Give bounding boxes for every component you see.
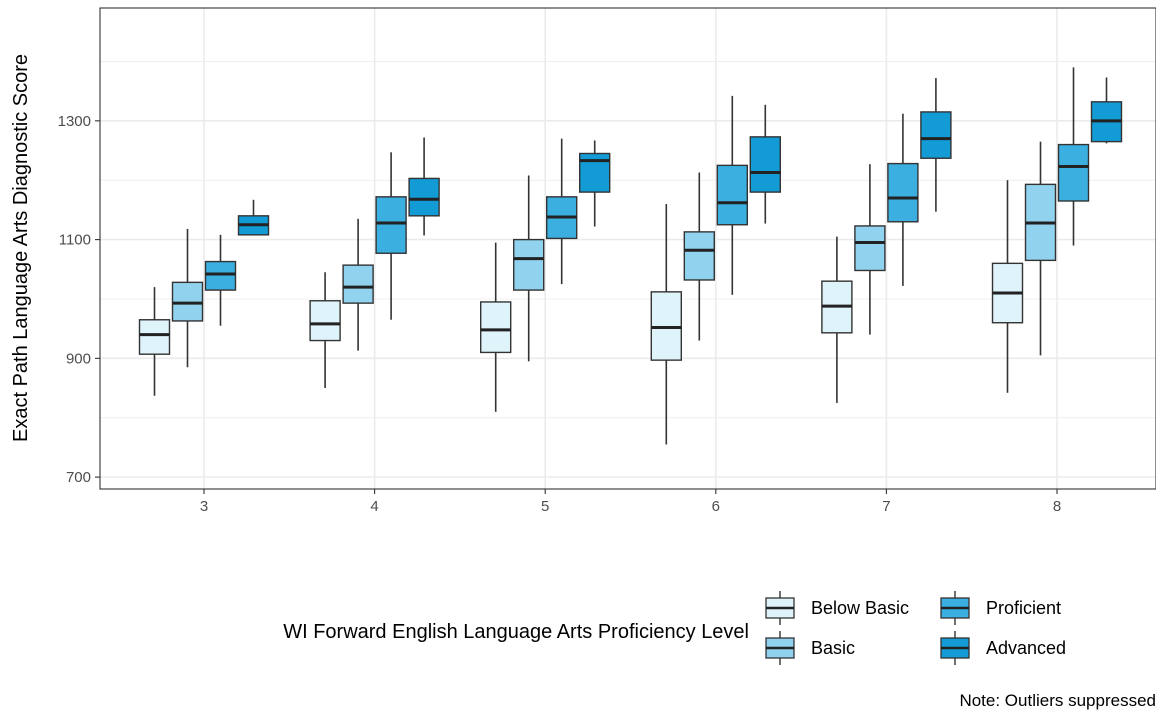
- box-basic-grade-4: [342, 218, 374, 351]
- box-body: [309, 300, 341, 342]
- box-advanced-grade-8: [1090, 77, 1123, 144]
- box-below-basic-grade-3: [138, 287, 171, 396]
- x-tick-label: 3: [200, 498, 208, 515]
- x-axis-ticks: 3 4 5 6 7 8: [200, 489, 1061, 515]
- box-basic-grade-3: [171, 228, 204, 368]
- box-body: [716, 164, 748, 226]
- box-body: [513, 238, 545, 291]
- x-tick-label: 5: [541, 498, 549, 515]
- box-body: [1057, 143, 1090, 202]
- box-advanced-grade-4: [408, 137, 440, 236]
- box-below-basic-grade-4: [309, 272, 341, 389]
- box-proficient-grade-4: [375, 152, 407, 320]
- box-advanced-grade-5: [579, 140, 611, 227]
- y-axis-title: Exact Path Language Arts Diagnostic Scor…: [10, 54, 32, 442]
- legend: Below Basic Basic Proficient Advanced: [765, 591, 1066, 665]
- box-body: [749, 136, 781, 193]
- box-below-basic-grade-6: [650, 203, 682, 445]
- plot-panel-background: [100, 8, 1156, 489]
- y-tick-label: 700: [66, 469, 91, 486]
- legend-label: Basic: [811, 638, 855, 658]
- box-basic-grade-6: [683, 172, 715, 341]
- box-series: [138, 67, 1123, 445]
- box-body: [920, 111, 952, 159]
- x-tick-label: 8: [1053, 498, 1061, 515]
- x-tick-label: 6: [712, 498, 720, 515]
- box-basic-grade-5: [513, 175, 545, 362]
- box-body: [375, 196, 407, 254]
- legend-label: Advanced: [986, 638, 1066, 658]
- y-tick-label: 1100: [59, 232, 91, 249]
- box-below-basic-grade-7: [821, 236, 853, 403]
- box-body: [683, 231, 715, 281]
- box-advanced-grade-7: [920, 78, 952, 212]
- legend-item: Below Basic: [765, 591, 909, 625]
- box-body: [342, 264, 374, 304]
- y-axis-ticks: 700 900 1100 1300: [58, 113, 100, 486]
- box-body: [408, 177, 440, 217]
- box-body: [138, 319, 171, 355]
- box-basic-grade-7: [854, 164, 886, 335]
- legend-item: Basic: [765, 631, 855, 665]
- box-proficient-grade-6: [716, 95, 748, 295]
- box-proficient-grade-3: [204, 234, 237, 326]
- plot-panel-border: [99, 7, 1156, 490]
- box-body: [887, 162, 919, 223]
- y-tick-label: 900: [66, 350, 91, 367]
- box-basic-grade-8: [1024, 141, 1057, 356]
- box-body: [204, 260, 237, 291]
- x-tick-label: 7: [882, 498, 890, 515]
- box-proficient-grade-7: [887, 113, 919, 286]
- box-below-basic-grade-5: [480, 242, 512, 412]
- caption: Note: Outliers suppressed: [959, 691, 1156, 710]
- x-tick-label: 4: [370, 498, 378, 515]
- legend-label: Proficient: [986, 598, 1061, 618]
- grid-lines: [100, 8, 1156, 489]
- legend-label: Below Basic: [811, 598, 909, 618]
- y-tick-label: 1300: [58, 113, 91, 130]
- box-body: [854, 225, 886, 272]
- legend-title: WI Forward English Language Arts Profici…: [283, 621, 749, 643]
- box-advanced-grade-6: [749, 104, 781, 224]
- box-proficient-grade-8: [1057, 67, 1090, 246]
- box-below-basic-grade-8: [991, 180, 1024, 393]
- box-advanced-grade-3: [237, 199, 270, 236]
- legend-item: Proficient: [940, 591, 1061, 625]
- box-body: [480, 301, 512, 354]
- box-proficient-grade-5: [546, 138, 578, 285]
- legend-item: Advanced: [940, 631, 1066, 665]
